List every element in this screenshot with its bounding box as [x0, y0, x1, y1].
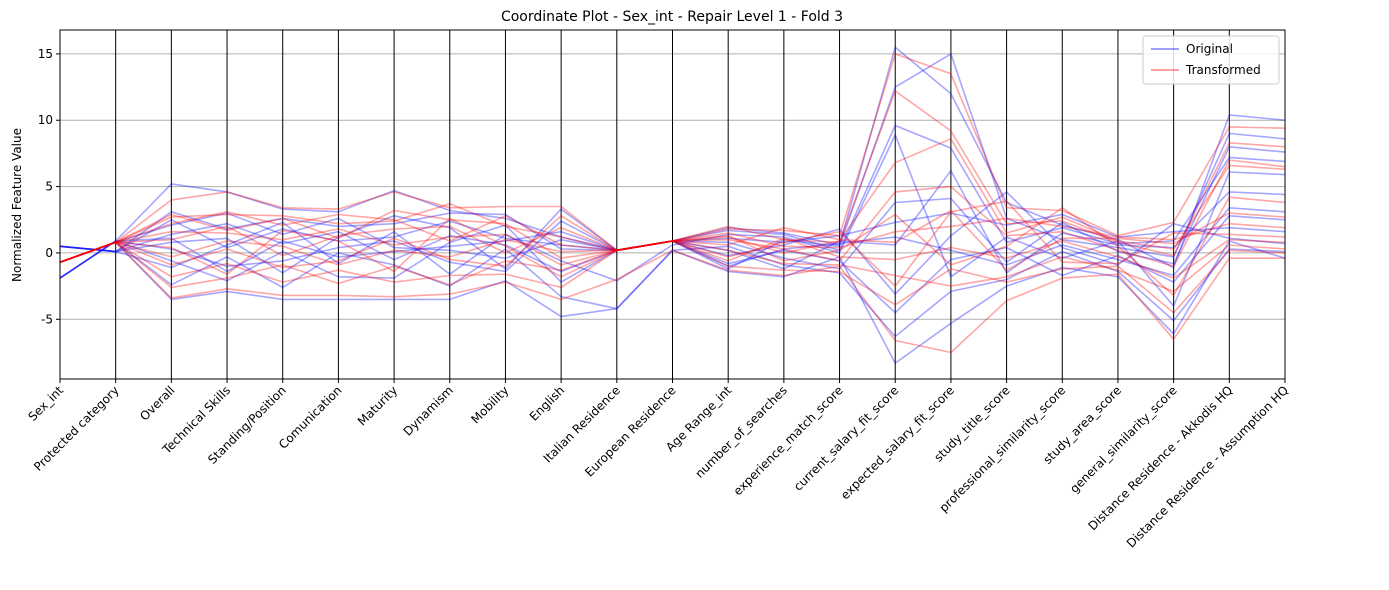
series-line [59, 240, 1286, 293]
x-tick-label: European Residence [582, 383, 678, 479]
x-tick-label: current_salary_fit_score [791, 383, 901, 493]
series-line [59, 90, 1286, 263]
series-transformed [59, 53, 1286, 354]
series-line [59, 240, 1286, 314]
y-tick-label: 0 [45, 246, 53, 260]
legend-label-transformed: Transformed [1185, 63, 1261, 77]
series-line [59, 200, 1286, 287]
series-original [59, 46, 1286, 364]
series-line [59, 241, 1285, 354]
series-line [59, 169, 1286, 274]
series-line [59, 53, 1286, 270]
series-lines [59, 46, 1286, 364]
x-tick-label: number_of_searches [692, 383, 790, 481]
series-line [59, 191, 1286, 295]
series-line [59, 209, 1286, 272]
series-line [59, 241, 1286, 338]
legend: Original Transformed [1142, 35, 1280, 85]
series-line [59, 53, 1286, 263]
feature-axes [59, 30, 1286, 379]
x-tick-label: Overall [137, 383, 177, 423]
series-line [59, 124, 1286, 253]
series-line [59, 240, 1286, 364]
x-tick-label: expected_salary_fit_score [838, 383, 957, 502]
series-line [59, 46, 1286, 279]
series-line [59, 159, 1286, 268]
x-tick-label: English [527, 383, 568, 424]
series-line [59, 134, 1286, 307]
y-tick-label: -5 [41, 312, 53, 326]
series-line [59, 208, 1286, 274]
y-axis-label: Normalized Feature Value [10, 128, 24, 282]
series-line [59, 196, 1286, 297]
series-line [59, 237, 1286, 279]
x-tick-label: experience_match_score [731, 383, 846, 498]
series-line [59, 217, 1286, 263]
legend-label-original: Original [1186, 42, 1233, 56]
y-tick-label: 15 [38, 47, 53, 61]
series-line [59, 138, 1286, 263]
y-ticks: -5 0 5 10 15 [38, 47, 60, 326]
y-tick-label: 5 [45, 180, 53, 194]
series-line [59, 215, 1286, 314]
x-tick-label: Mobility [468, 383, 511, 426]
x-tick-label: Maturity [355, 383, 400, 428]
chart-title: Coordinate Plot - Sex_int - Repair Level… [501, 9, 843, 25]
series-line [59, 207, 1286, 279]
x-tick-label: Dynamism [401, 383, 456, 438]
legend-box [1142, 35, 1280, 85]
x-tick-label: Sex_int [25, 383, 66, 424]
series-line [59, 146, 1286, 273]
y-tick-label: 10 [38, 113, 53, 127]
x-tick-label: general_similarity_score [1067, 383, 1180, 496]
